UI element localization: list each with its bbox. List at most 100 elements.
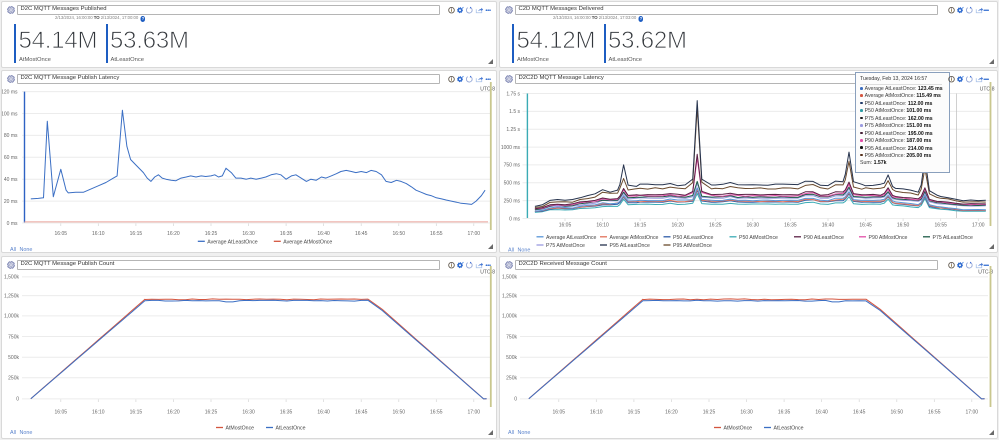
svg-text:Average AtMostOnce: Average AtMostOnce <box>610 235 659 241</box>
svg-text:16:20: 16:20 <box>665 410 678 416</box>
svg-text:60 ms: 60 ms <box>4 155 18 161</box>
svg-text:16:55: 16:55 <box>430 410 443 416</box>
svg-text:All: All <box>10 247 16 252</box>
svg-text:17:00: 17:00 <box>468 410 481 416</box>
svg-text:16:30: 16:30 <box>242 231 255 237</box>
svg-text:16:10: 16:10 <box>596 222 609 228</box>
svg-text:16:25: 16:25 <box>205 410 218 416</box>
svg-text:0 ms: 0 ms <box>7 221 18 227</box>
svg-text:16:10: 16:10 <box>92 231 105 237</box>
svg-text:16:45: 16:45 <box>355 410 368 416</box>
svg-text:16:05: 16:05 <box>559 222 572 228</box>
svg-text:0: 0 <box>16 397 19 403</box>
svg-text:1.5 s: 1.5 s <box>509 109 520 115</box>
svg-text:16:35: 16:35 <box>784 222 797 228</box>
svg-text:16:15: 16:15 <box>130 231 143 237</box>
svg-text:UTC-8: UTC-8 <box>480 87 495 93</box>
svg-text:17:00: 17:00 <box>972 222 985 228</box>
svg-text:All: All <box>10 430 16 436</box>
svg-text:750 ms: 750 ms <box>504 163 521 169</box>
svg-text:17:00: 17:00 <box>468 231 481 237</box>
svg-text:16:15: 16:15 <box>628 410 641 416</box>
svg-text:16:30: 16:30 <box>740 410 753 416</box>
svg-text:1000 ms: 1000 ms <box>501 145 521 151</box>
svg-text:16:10: 16:10 <box>590 410 603 416</box>
svg-text:100 ms: 100 ms <box>2 111 18 117</box>
svg-text:16:50: 16:50 <box>897 222 910 228</box>
svg-text:1,250k: 1,250k <box>4 293 20 299</box>
svg-text:16:05: 16:05 <box>55 231 68 237</box>
svg-text:Average AtMostOnce: Average AtMostOnce <box>283 239 332 245</box>
svg-text:500k: 500k <box>506 355 517 361</box>
svg-text:250k: 250k <box>506 376 517 382</box>
svg-text:UTC-8: UTC-8 <box>980 87 995 93</box>
svg-text:16:05: 16:05 <box>55 410 68 416</box>
svg-text:16:40: 16:40 <box>317 410 330 416</box>
svg-text:16:20: 16:20 <box>671 222 684 228</box>
svg-text:80 ms: 80 ms <box>4 133 18 139</box>
svg-text:16:30: 16:30 <box>242 410 255 416</box>
svg-text:UTC-8: UTC-8 <box>978 270 993 276</box>
svg-text:Average AtLeastOnce: Average AtLeastOnce <box>546 235 596 241</box>
svg-text:16:25: 16:25 <box>205 231 218 237</box>
svg-text:16:20: 16:20 <box>167 410 180 416</box>
svg-text:1.25 s: 1.25 s <box>506 127 520 133</box>
svg-text:0: 0 <box>514 397 517 403</box>
svg-text:All: All <box>508 430 514 436</box>
svg-text:16:30: 16:30 <box>747 222 760 228</box>
svg-text:0 ms: 0 ms <box>509 216 520 222</box>
svg-text:1,500k: 1,500k <box>4 275 20 281</box>
svg-text:P50 AtMostOnce: P50 AtMostOnce <box>739 235 778 241</box>
svg-text:16:15: 16:15 <box>634 222 647 228</box>
svg-text:16:25: 16:25 <box>703 410 716 416</box>
svg-text:16:15: 16:15 <box>130 410 143 416</box>
svg-text:16:50: 16:50 <box>393 410 406 416</box>
svg-text:1,000k: 1,000k <box>4 314 20 320</box>
svg-text:Average AtLeastOnce: Average AtLeastOnce <box>207 239 257 245</box>
svg-text:16:55: 16:55 <box>934 222 947 228</box>
svg-text:120 ms: 120 ms <box>2 89 18 95</box>
svg-text:AtMostOnce: AtMostOnce <box>226 426 255 432</box>
svg-text:16:50: 16:50 <box>393 231 406 237</box>
svg-text:P75 AtMostOnce: P75 AtMostOnce <box>546 243 585 249</box>
svg-text:P90 AtMostOnce: P90 AtMostOnce <box>869 235 908 241</box>
svg-text:P75 AtLeastOnce: P75 AtLeastOnce <box>933 235 973 241</box>
svg-text:None: None <box>518 430 531 436</box>
svg-text:16:35: 16:35 <box>778 410 791 416</box>
svg-text:16:55: 16:55 <box>430 231 443 237</box>
svg-text:500 ms: 500 ms <box>504 181 521 187</box>
svg-text:16:20: 16:20 <box>167 231 180 237</box>
svg-text:750k: 750k <box>8 334 19 340</box>
svg-text:16:35: 16:35 <box>280 231 293 237</box>
svg-text:16:10: 16:10 <box>92 410 105 416</box>
svg-text:None: None <box>20 247 33 252</box>
svg-text:None: None <box>20 430 33 436</box>
svg-text:16:40: 16:40 <box>815 410 828 416</box>
svg-text:P95 AtMostOnce: P95 AtMostOnce <box>673 243 712 249</box>
svg-text:250k: 250k <box>8 376 19 382</box>
svg-text:16:55: 16:55 <box>928 410 941 416</box>
svg-text:20 ms: 20 ms <box>4 199 18 205</box>
svg-text:16:45: 16:45 <box>853 410 866 416</box>
svg-text:None: None <box>518 248 531 253</box>
svg-text:16:25: 16:25 <box>709 222 722 228</box>
svg-text:16:35: 16:35 <box>280 410 293 416</box>
svg-text:16:45: 16:45 <box>859 222 872 228</box>
svg-text:16:05: 16:05 <box>553 410 566 416</box>
svg-text:AtMostOnce: AtMostOnce <box>724 426 753 432</box>
svg-text:750k: 750k <box>506 334 517 340</box>
svg-text:P90 AtLeastOnce: P90 AtLeastOnce <box>804 235 844 241</box>
svg-text:16:50: 16:50 <box>891 410 904 416</box>
svg-text:1.75 s: 1.75 s <box>506 91 520 97</box>
svg-text:250 ms: 250 ms <box>504 198 521 204</box>
svg-text:17:00: 17:00 <box>966 410 979 416</box>
svg-text:All: All <box>508 248 514 253</box>
svg-text:AtLeastOnce: AtLeastOnce <box>774 426 804 432</box>
svg-text:P95 AtLeastOnce: P95 AtLeastOnce <box>610 243 650 249</box>
svg-text:1,000k: 1,000k <box>502 314 518 320</box>
svg-text:1,250k: 1,250k <box>502 293 518 299</box>
svg-text:16:40: 16:40 <box>317 231 330 237</box>
svg-text:1,500k: 1,500k <box>502 275 518 281</box>
svg-text:16:45: 16:45 <box>355 231 368 237</box>
svg-text:P50 AtLeastOnce: P50 AtLeastOnce <box>673 235 713 241</box>
